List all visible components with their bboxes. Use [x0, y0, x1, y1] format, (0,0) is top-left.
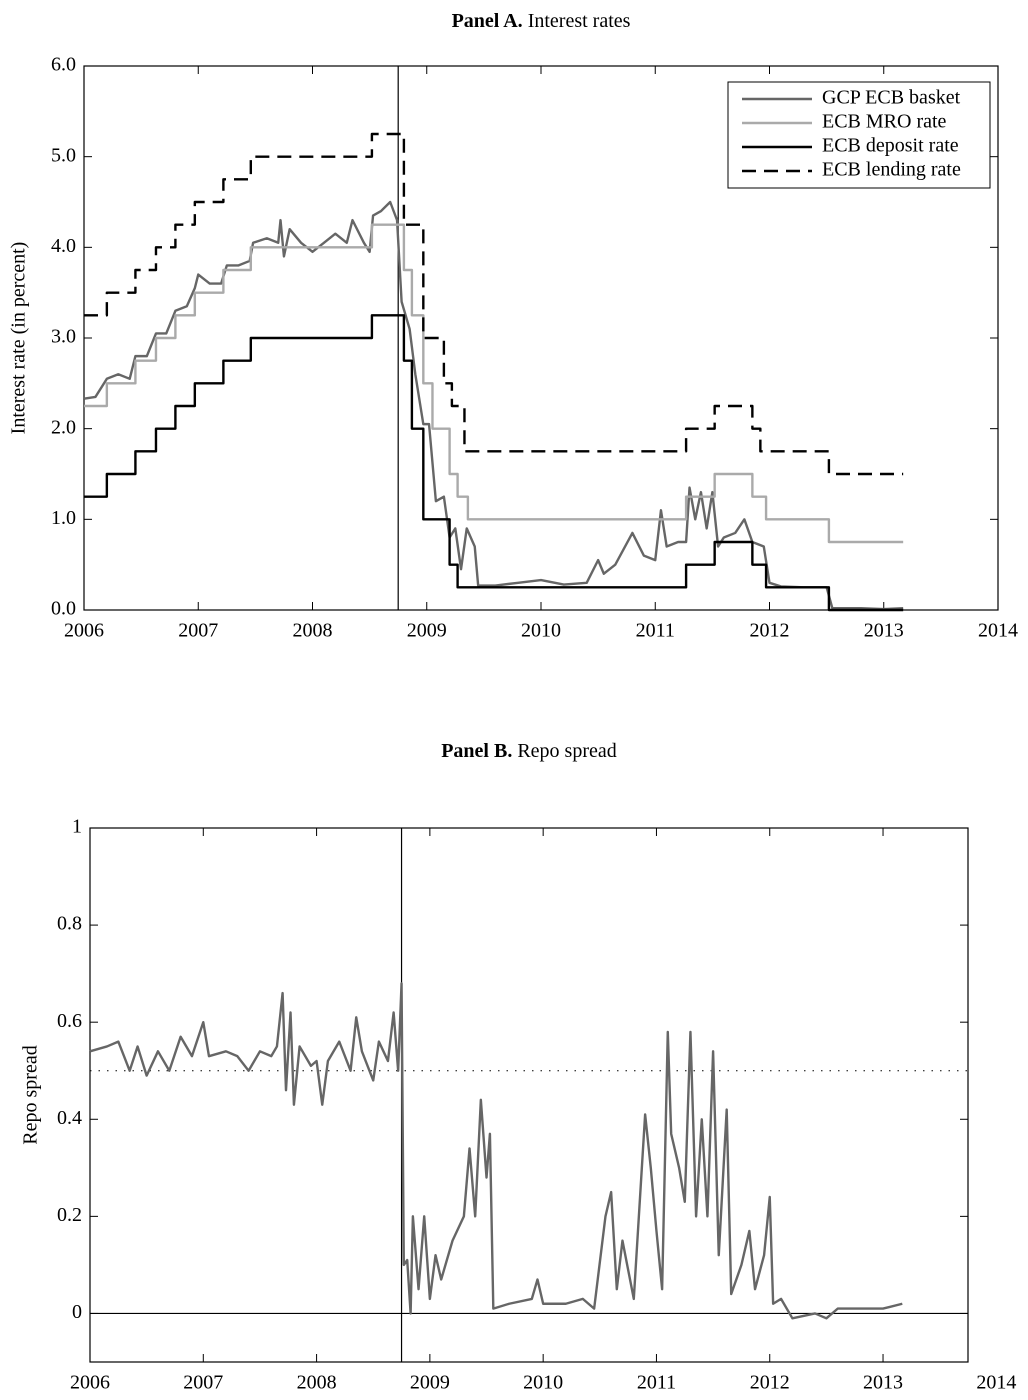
panel-title: Panel A. Interest rates [452, 10, 631, 32]
panel-title: Panel B. Repo spread [441, 740, 617, 762]
x-tick-label: 2012 [750, 1372, 790, 1394]
series-line [89, 982, 903, 1320]
y-tick-label: 1 [72, 816, 82, 838]
y-axis-label: Repo spread [20, 1045, 42, 1144]
y-tick-label: 0.8 [57, 913, 82, 935]
x-tick-label: 2012 [750, 620, 790, 642]
panel-title-text: Interest rates [523, 10, 631, 32]
legend-label: GCP ECB basket [822, 87, 961, 109]
x-tick-label: 2010 [521, 620, 561, 642]
y-tick-label: 1.0 [51, 507, 76, 529]
x-tick-label: 2008 [293, 620, 333, 642]
x-tick-label: 2014 [978, 620, 1018, 642]
plot-frame [89, 827, 969, 1363]
legend-label: ECB MRO rate [822, 111, 947, 133]
y-tick-label: 2.0 [51, 416, 76, 438]
x-tick-label: 2013 [863, 1372, 903, 1394]
series-line [84, 132, 904, 476]
x-tick-label: 2013 [864, 620, 904, 642]
y-tick-label: 0.6 [57, 1010, 82, 1032]
y-tick-label: 3.0 [51, 326, 76, 348]
x-tick-label: 2006 [64, 620, 104, 642]
y-tick-label: 0.0 [51, 598, 76, 620]
series-line [84, 223, 904, 544]
y-tick-label: 0.4 [57, 1107, 82, 1129]
x-tick-label: 2008 [297, 1372, 337, 1394]
y-tick-label: 5.0 [51, 144, 76, 166]
y-tick-label: 6.0 [51, 54, 76, 76]
panel-label: Panel A. [452, 10, 523, 32]
series-line [84, 314, 904, 612]
series-line [83, 200, 904, 611]
x-tick-label: 2009 [407, 620, 447, 642]
x-tick-label: 2006 [70, 1372, 110, 1394]
x-tick-label: 2014 [976, 1372, 1016, 1394]
y-axis-label: Interest rate (in percent) [8, 242, 30, 435]
x-tick-label: 2011 [636, 620, 675, 642]
x-tick-label: 2007 [178, 620, 218, 642]
x-tick-label: 2011 [637, 1372, 676, 1394]
panel-label: Panel B. [441, 740, 512, 762]
x-tick-label: 2010 [523, 1372, 563, 1394]
y-tick-label: 0 [72, 1301, 82, 1323]
legend-label: ECB lending rate [822, 159, 961, 181]
x-tick-label: 2009 [410, 1372, 450, 1394]
y-tick-label: 4.0 [51, 235, 76, 257]
x-tick-label: 2007 [183, 1372, 223, 1394]
legend-label: ECB deposit rate [822, 135, 959, 157]
y-tick-label: 0.2 [57, 1204, 82, 1226]
panel-title-text: Repo spread [512, 740, 616, 762]
